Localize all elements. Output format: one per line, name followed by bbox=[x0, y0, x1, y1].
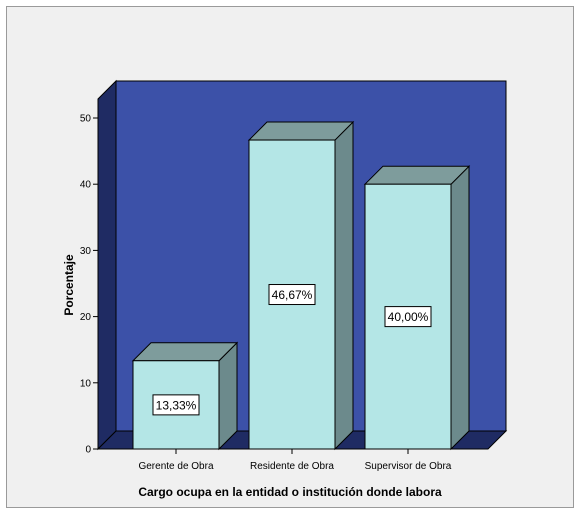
bars: 13,33% 46,67% 40,00% bbox=[131, 120, 471, 451]
y-axis: 0 10 20 30 40 50 bbox=[80, 114, 99, 456]
bar-top bbox=[363, 165, 471, 185]
y-tick-label: 10 bbox=[80, 378, 92, 389]
data-label-box bbox=[384, 306, 432, 328]
data-label: 40,00% bbox=[388, 310, 429, 324]
y-axis-title: Porcentaje bbox=[62, 254, 76, 316]
y-tick-label: 30 bbox=[80, 246, 92, 257]
bar-group: 40,00% bbox=[363, 164, 471, 451]
y-tick-label: 40 bbox=[80, 180, 92, 191]
side-wall bbox=[97, 79, 117, 451]
y-tick-label: 20 bbox=[80, 312, 92, 323]
x-tick-label: Residente de Obra bbox=[250, 461, 334, 472]
x-tick-label: Supervisor de Obra bbox=[365, 461, 452, 472]
data-label-box bbox=[268, 284, 316, 306]
bar-top bbox=[131, 342, 239, 362]
x-axis-title: Cargo ocupa en la entidad o institución … bbox=[138, 485, 442, 499]
bar-group: 46,67% bbox=[247, 120, 355, 451]
data-label: 13,33% bbox=[156, 398, 197, 412]
x-tick-label: Gerente de Obra bbox=[138, 461, 213, 472]
y-tick-label: 0 bbox=[85, 445, 91, 456]
y-tick-label: 50 bbox=[80, 114, 92, 125]
bar-top bbox=[247, 121, 355, 141]
bar-side bbox=[334, 120, 354, 451]
data-label: 46,67% bbox=[272, 288, 313, 302]
bar-side bbox=[450, 164, 470, 451]
x-axis-categories: Gerente de Obra Residente de Obra Supervis… bbox=[138, 449, 452, 472]
bar-group: 13,33% bbox=[131, 341, 239, 451]
data-label-box bbox=[152, 394, 200, 416]
